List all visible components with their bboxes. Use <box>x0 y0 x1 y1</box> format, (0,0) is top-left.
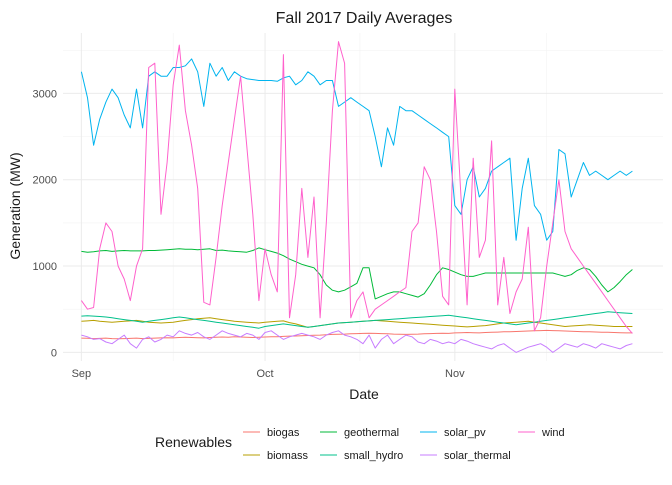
legend-label-solar-thermal: solar_thermal <box>444 450 511 462</box>
series-lines <box>80 41 633 353</box>
axes: 0 1000 2000 3000 Sep Oct Nov <box>33 88 466 380</box>
legend-title: Renewables <box>155 434 232 450</box>
series-line-geothermal <box>81 247 633 300</box>
x-tick-label: Nov <box>445 368 465 380</box>
legend-label-small-hydro: small_hydro <box>344 450 403 462</box>
series-line-small-hydro <box>81 311 633 329</box>
legend-label-solar-pv: solar_pv <box>444 427 486 439</box>
y-axis-title: Generation (MW) <box>7 152 23 259</box>
gridlines <box>63 33 663 361</box>
x-tick-label: Sep <box>72 368 92 380</box>
chart-title: Fall 2017 Daily Averages <box>276 10 453 27</box>
y-tick-label: 2000 <box>33 175 57 187</box>
y-tick-label: 1000 <box>33 261 57 273</box>
y-tick-label: 0 <box>51 347 57 359</box>
legend-label-biogas: biogas <box>267 427 300 439</box>
series-line-solar-thermal <box>81 330 633 353</box>
x-axis-title: Date <box>349 386 379 402</box>
series-line-biogas <box>81 329 633 340</box>
legend-label-geothermal: geothermal <box>344 427 399 439</box>
y-tick-label: 3000 <box>33 88 57 100</box>
series-line-solar-pv <box>80 58 633 241</box>
series-line-wind <box>80 41 633 334</box>
legend: Renewables biogas biomass geothermal small_… <box>155 427 565 462</box>
legend-label-biomass: biomass <box>267 450 308 462</box>
legend-label-wind: wind <box>541 427 565 439</box>
x-tick-label: Oct <box>256 368 273 380</box>
